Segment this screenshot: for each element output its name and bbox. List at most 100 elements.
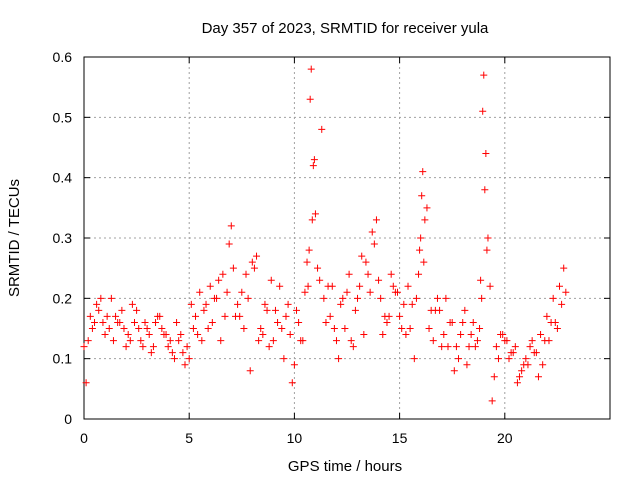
data-point xyxy=(339,294,347,302)
data-point xyxy=(263,306,271,314)
y-tick-label: 0.5 xyxy=(53,109,73,125)
data-point xyxy=(143,325,151,332)
data-point xyxy=(84,337,92,345)
data-point xyxy=(450,367,458,375)
data-point xyxy=(130,318,138,326)
data-point xyxy=(537,331,545,339)
data-point xyxy=(305,246,313,254)
data-point xyxy=(118,306,126,314)
data-point xyxy=(168,349,176,357)
data-point xyxy=(269,337,277,345)
data-point xyxy=(461,306,469,314)
data-point xyxy=(215,276,223,284)
data-point xyxy=(248,258,256,266)
data-point xyxy=(448,318,456,326)
data-point xyxy=(303,258,311,266)
data-point xyxy=(274,318,282,326)
data-point xyxy=(236,312,244,320)
data-point xyxy=(429,337,437,345)
y-tick-label: 0.6 xyxy=(53,49,73,65)
data-point xyxy=(179,349,187,357)
data-point xyxy=(328,282,336,290)
data-point xyxy=(122,343,130,351)
data-point xyxy=(238,288,246,296)
data-point xyxy=(337,300,345,308)
data-point xyxy=(318,125,326,133)
data-point xyxy=(164,343,172,351)
data-point xyxy=(208,318,216,326)
data-point xyxy=(295,318,303,326)
data-point xyxy=(463,361,471,369)
data-point xyxy=(253,252,261,260)
data-point xyxy=(257,325,265,332)
data-point xyxy=(304,282,312,290)
data-point xyxy=(372,216,380,224)
chart-title: Day 357 of 2023, SRMTID for receiver yul… xyxy=(202,20,489,37)
data-point xyxy=(465,343,473,351)
data-point xyxy=(101,331,109,339)
data-point xyxy=(192,312,200,320)
data-point xyxy=(387,270,395,278)
y-tick-label: 0 xyxy=(64,411,72,427)
data-point xyxy=(206,282,214,290)
data-point xyxy=(459,318,467,326)
data-point xyxy=(492,343,500,351)
data-point xyxy=(278,325,286,332)
data-point xyxy=(198,337,206,345)
data-point xyxy=(265,343,273,351)
data-point xyxy=(229,264,237,272)
data-point xyxy=(181,361,189,369)
data-point xyxy=(202,300,210,308)
data-point xyxy=(234,300,242,308)
data-point xyxy=(343,288,351,296)
data-point xyxy=(483,246,491,254)
data-point xyxy=(316,276,324,284)
data-point xyxy=(497,331,505,339)
data-point xyxy=(415,270,423,278)
data-point xyxy=(356,282,364,290)
data-point xyxy=(88,325,96,332)
data-point xyxy=(370,240,378,248)
data-point xyxy=(210,294,218,302)
data-point xyxy=(511,343,519,351)
data-point xyxy=(479,107,487,115)
data-point xyxy=(438,343,446,351)
data-point xyxy=(477,276,485,284)
data-point xyxy=(476,325,484,332)
data-point xyxy=(288,379,296,387)
data-point xyxy=(484,234,492,242)
data-point xyxy=(284,300,292,308)
data-point xyxy=(410,355,418,363)
x-tick-label: 20 xyxy=(497,430,513,446)
data-point xyxy=(290,361,298,369)
data-point xyxy=(391,288,399,296)
data-point xyxy=(404,282,412,290)
y-tick-label: 0.4 xyxy=(53,170,73,186)
x-tick-label: 10 xyxy=(287,430,303,446)
data-point xyxy=(481,186,489,194)
data-point xyxy=(354,294,362,302)
data-point xyxy=(562,288,570,296)
data-point xyxy=(549,294,557,302)
data-point xyxy=(486,282,494,290)
data-point xyxy=(160,331,168,339)
data-point xyxy=(223,288,231,296)
data-point xyxy=(534,373,542,381)
data-point xyxy=(421,216,429,224)
data-point xyxy=(532,349,540,357)
data-point xyxy=(126,337,134,345)
data-point xyxy=(377,294,385,302)
data-point xyxy=(93,300,101,308)
data-point xyxy=(204,325,212,332)
data-point xyxy=(299,337,307,345)
data-point xyxy=(452,343,460,351)
data-point xyxy=(189,325,197,332)
data-point xyxy=(455,355,463,363)
data-point xyxy=(314,264,322,272)
data-point xyxy=(444,343,452,351)
data-point xyxy=(242,270,250,278)
data-point xyxy=(246,367,254,375)
data-point xyxy=(187,300,195,308)
data-point xyxy=(137,337,145,345)
data-point xyxy=(194,331,202,339)
